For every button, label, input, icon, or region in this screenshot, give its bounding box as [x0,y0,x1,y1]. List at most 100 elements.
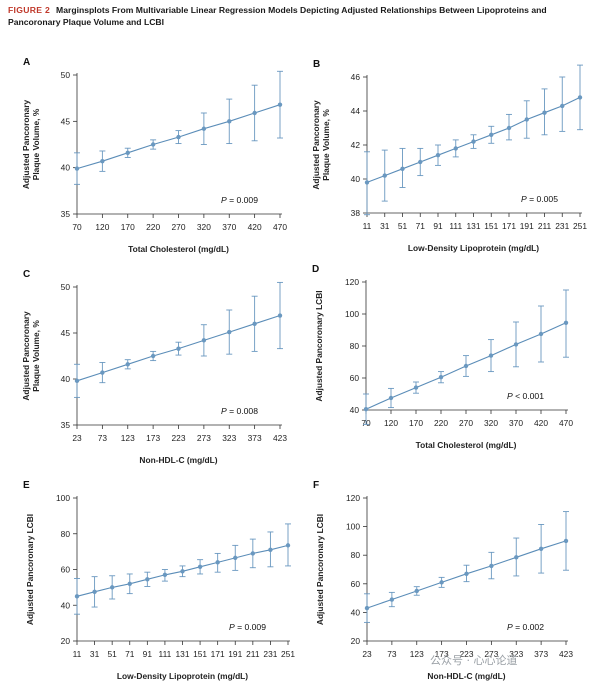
panel-e-y-tick-label: 60 [61,565,71,575]
panel-f-y-tick-label: 80 [351,550,361,560]
panel-e-p-value: P = 0.009 [229,622,266,632]
panel-c-y-tick-label: 35 [61,420,71,430]
panel-a-p-symbol: P [221,195,227,205]
panel-e-x-tick-label: 151 [193,649,207,659]
panel-e-x-tick-label: 171 [211,649,225,659]
panel-c-x-tick-label: 223 [172,433,186,443]
panel-e-point [180,569,185,574]
panel-d-point [563,320,569,325]
panel-a-point [74,166,80,171]
panel-e-point [268,547,273,553]
panel-f-y-tick-label: 40 [351,607,361,617]
panel-a-x-tick-label: 220 [146,222,160,232]
panel-e-point [127,581,132,586]
panel-a-x-tick-label: 270 [172,222,186,232]
panel-d-point [388,395,394,401]
figure-title-text: Marginsplots From Multivariable Linear R… [8,5,547,27]
panel-b-x-tick-label: 31 [380,221,390,231]
panel-e-p-symbol: P [229,622,235,632]
panel-d-x-tick-label: 220 [434,418,448,428]
panel-b-point [577,95,583,100]
panel-f-point [563,538,569,544]
panel-e-y-tick-label: 80 [61,529,71,539]
panel-d-x-label: Total Cholesterol (mg/dL) [416,440,517,450]
panel-c-point [176,346,181,351]
panel-d-y-tick-label: 60 [350,373,360,383]
panel-c-x-tick-label: 23 [72,433,82,443]
panel-b-x-tick-label: 91 [433,221,443,231]
panel-b-x-tick-label: 231 [555,221,569,231]
panel-e-x-tick-label: 51 [108,649,118,659]
panel-c-x-tick-label: 173 [146,433,160,443]
panel-b-point [524,117,529,122]
panel-f-x-tick-label: 223 [460,649,474,659]
panel-f-point [514,555,519,560]
panel-b-p-value: P = 0.005 [521,194,558,204]
panel-d-y-tick-label: 80 [350,341,360,351]
figure-title: FIGURE 2 Marginsplots From Multivariable … [8,4,593,28]
panel-c-y-label-line2: Plaque Volume, % [31,320,41,392]
panel-e-x-tick-label: 191 [228,649,242,659]
panel-b-point [489,132,494,137]
panel-e-x-tick-label: 31 [90,649,100,659]
panel-e-y-tick-label: 20 [61,636,71,646]
panel-b-point [382,173,387,178]
panel-c-point [74,378,80,384]
panel-b-x-tick-label: 211 [538,221,552,231]
panel-a-letter: A [23,57,30,68]
panel-a-y-label-line1: Adjusted Pancoronary [21,99,31,189]
panel-e-x-tick-label: 231 [263,649,277,659]
panel-a-point [150,142,156,147]
panel-e-x-tick-label: 131 [176,649,190,659]
panel-b-letter: B [313,59,320,70]
panel-c-x-tick-label: 273 [197,433,211,443]
panel-e-point [215,560,220,565]
panel-b-y-tick-label: 40 [351,174,361,184]
panel-b-x-tick-label: 191 [520,221,534,231]
panel-a-x-tick-label: 370 [222,222,236,232]
panel-e-point [197,564,203,570]
panel-f-x-tick-label: 73 [387,649,397,659]
watermark: 公众号 · 心心论道 [430,654,518,667]
panel-a-x-tick-label: 420 [248,222,262,232]
panel-f-y-tick-label: 100 [346,522,360,532]
panel-e-point [109,585,115,590]
panel-a-point [227,119,232,124]
panel-a-x-tick-label: 120 [95,222,109,232]
panel-c-point [252,321,257,326]
panel-a-y-tick-label: 35 [61,209,71,219]
panel-f-p-value: P = 0.002 [507,622,544,632]
panel-a-point [125,150,130,156]
panel-d-x-tick-label: 270 [459,418,473,428]
panel-b-x-tick-label: 131 [467,221,481,231]
panel-c-x-tick-label: 373 [248,433,262,443]
panel-f-point [414,588,419,594]
panel-d-x-tick-label: 120 [384,418,398,428]
panel-f-y-tick-label: 60 [351,579,361,589]
panel-f-point [389,597,395,602]
panel-e-x-tick-label: 111 [159,649,172,659]
panel-b-x-tick-label: 111 [449,221,462,231]
panel-d-x-tick-label: 420 [534,418,548,428]
panel-b-point [506,125,512,131]
panel-b-point [435,153,441,158]
panel-a-x-tick-label: 170 [121,222,135,232]
panel-b-y-label-line1: Adjusted Pancoronary [311,100,321,190]
panel-a-y-label-line2: Plaque Volume, % [31,108,41,180]
panel-f-y-tick-label: 20 [351,636,361,646]
panel-d-point [413,385,419,390]
panel-f-point [489,563,494,569]
panel-d-point [463,363,469,369]
panel-c-point [150,353,156,359]
panel-d-point [488,353,494,358]
panel-a-point [176,134,181,140]
panel-d-y-label: Adjusted Pancoronary LCBI [314,290,324,401]
panel-e-y-tick-label: 40 [61,600,71,610]
panel-a-p-value: P = 0.009 [221,195,258,205]
panel-a-y-tick-label: 50 [61,70,71,80]
panel-b-y-label-line2: Plaque Volume, % [321,109,331,181]
panel-b-x-tick-label: 151 [484,221,498,231]
panel-b-point [560,103,565,109]
panel-f-x-tick-label: 373 [534,649,548,659]
